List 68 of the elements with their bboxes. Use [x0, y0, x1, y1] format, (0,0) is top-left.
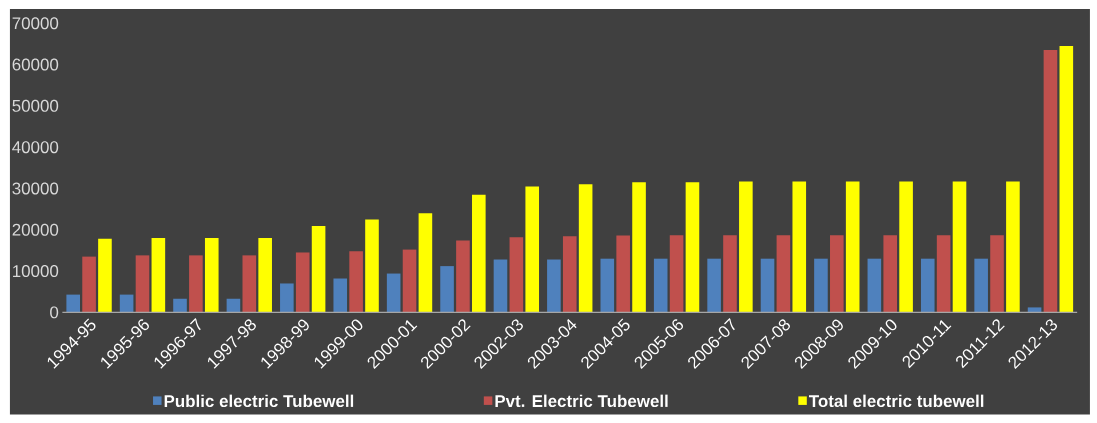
bar	[653, 258, 668, 313]
bar	[867, 258, 882, 313]
bar	[472, 194, 486, 313]
bar	[311, 226, 326, 313]
bar	[493, 259, 508, 313]
bar	[936, 235, 951, 313]
bar	[418, 213, 433, 313]
bar	[151, 238, 166, 313]
bar	[258, 238, 272, 313]
y-tick-label: 40000	[12, 141, 59, 154]
bar	[333, 278, 348, 313]
legend-label: Pvt. Electric Tubewell	[495, 394, 668, 408]
bar	[739, 181, 753, 313]
y-tick-label: 70000	[12, 17, 59, 30]
bar	[226, 298, 241, 313]
bar	[82, 256, 96, 313]
bar	[632, 182, 646, 313]
bar	[119, 294, 134, 313]
bar	[280, 283, 294, 313]
bar	[242, 255, 257, 313]
bar	[830, 235, 844, 313]
bar	[365, 219, 379, 313]
y-tick-label: 10000	[13, 265, 59, 278]
bar	[547, 259, 561, 313]
bar	[440, 266, 454, 313]
y-tick-label: 50000	[12, 99, 59, 112]
bar	[707, 258, 721, 313]
y-tick-label: 60000	[12, 58, 59, 71]
y-tick-label: 0	[50, 306, 59, 319]
bar	[386, 273, 401, 313]
legend-label: Public electric Tubewell	[164, 394, 354, 408]
bar	[349, 251, 363, 313]
bar	[685, 182, 700, 313]
bar	[669, 235, 684, 313]
bar	[723, 235, 737, 313]
bar	[456, 240, 470, 313]
bar	[1059, 45, 1074, 313]
bar	[135, 255, 150, 313]
bar	[990, 235, 1004, 313]
bar	[974, 258, 988, 313]
bar	[883, 235, 898, 313]
bar	[920, 258, 935, 313]
bar	[402, 249, 417, 313]
y-tick-label: 30000	[12, 182, 59, 195]
bar	[98, 238, 112, 313]
bar	[814, 258, 828, 313]
legend-label: Total electric tubewell	[808, 394, 984, 408]
y-tick-label: 20000	[12, 223, 59, 236]
bar	[600, 258, 615, 313]
bar	[173, 298, 187, 313]
bar	[66, 294, 80, 313]
bar	[1006, 181, 1020, 313]
bar	[845, 181, 860, 313]
bar	[616, 235, 630, 313]
bar	[562, 236, 577, 313]
bar	[760, 258, 775, 313]
bar	[295, 252, 310, 313]
bar	[1027, 307, 1042, 313]
bar	[776, 235, 791, 313]
bar	[509, 237, 524, 313]
bar	[792, 181, 807, 313]
bar	[1043, 50, 1058, 313]
bar	[899, 181, 913, 313]
bar	[952, 181, 967, 313]
bar	[189, 255, 203, 313]
bar	[578, 184, 593, 313]
bar	[204, 238, 219, 313]
bar	[525, 186, 540, 313]
